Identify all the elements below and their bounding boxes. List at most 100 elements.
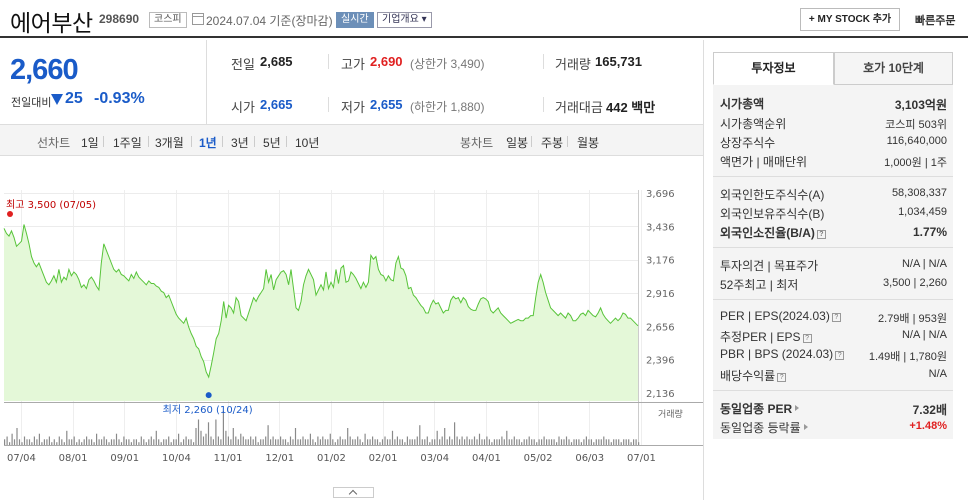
volume-label: 거래량 bbox=[555, 57, 591, 72]
add-mystock-button[interactable]: + MY STOCK 추가 bbox=[800, 8, 900, 31]
volume-bar bbox=[153, 439, 155, 445]
volume-bar bbox=[88, 439, 90, 445]
tab-1y[interactable]: 1년 bbox=[199, 136, 217, 150]
volume-bar bbox=[352, 439, 354, 445]
volume-bar bbox=[120, 442, 123, 445]
volume-bar bbox=[404, 442, 406, 445]
change-value: 25 bbox=[65, 90, 83, 107]
price-chart[interactable]: 3,696 3,436 3,176 2,916 2,656 2,396 2,136 07/0… bbox=[0, 157, 703, 487]
help-icon[interactable]: ? bbox=[835, 351, 845, 360]
divider bbox=[103, 136, 104, 147]
invest-row-label[interactable]: PBR | BPS (2024.03)? bbox=[720, 347, 845, 361]
volume-bar bbox=[26, 439, 28, 445]
volume-bar bbox=[18, 439, 21, 445]
help-icon[interactable]: ? bbox=[816, 230, 826, 239]
volume-bar bbox=[280, 436, 282, 445]
invest-row-label[interactable]: 추정PER | EPS? bbox=[720, 328, 812, 345]
volume-bar bbox=[449, 436, 451, 445]
invest-row-value: +1.48% bbox=[909, 420, 947, 432]
volume-bar bbox=[294, 428, 297, 445]
volume-bar bbox=[242, 436, 244, 445]
volume-bar bbox=[638, 442, 640, 445]
volume-bar bbox=[105, 439, 108, 445]
volume-bar bbox=[195, 428, 197, 445]
volume-bar bbox=[101, 439, 103, 445]
tab-1w[interactable]: 1주일 bbox=[113, 136, 142, 150]
invest-row-label[interactable]: 배당수익률? bbox=[720, 367, 787, 384]
volume-bar bbox=[275, 439, 277, 445]
help-icon[interactable]: ? bbox=[802, 334, 812, 343]
invest-row-value: N/A | N/A bbox=[901, 258, 947, 270]
invest-row-label[interactable]: 동일업종 등락률 bbox=[720, 419, 808, 436]
tab-1d[interactable]: 1일 bbox=[81, 136, 99, 150]
invest-row-label-text: 시가총액 bbox=[720, 97, 765, 111]
invest-row-value: 116,640,000 bbox=[886, 135, 947, 147]
invest-row-label[interactable]: 외국인소진율(B/A)? bbox=[720, 224, 826, 241]
volume-bar bbox=[424, 439, 426, 445]
tab-orderbook[interactable]: 호가 10단계 bbox=[834, 52, 953, 85]
volume-bar bbox=[48, 436, 50, 445]
volume-bar bbox=[446, 439, 448, 445]
amount-label: 거래대금 bbox=[555, 100, 603, 115]
invest-row-value: 3,103억원 bbox=[894, 98, 947, 112]
quick-order-link[interactable]: 빠른주문 bbox=[915, 15, 956, 27]
volume-bar bbox=[588, 439, 590, 445]
volume-bar bbox=[289, 436, 292, 445]
volume-bar bbox=[307, 439, 309, 445]
tab-daily[interactable]: 일봉 bbox=[506, 136, 529, 150]
tab-monthly[interactable]: 월봉 bbox=[577, 136, 600, 150]
volume-bar bbox=[68, 439, 70, 445]
amount-value: 442 백만 bbox=[606, 100, 656, 115]
volume-bar bbox=[202, 436, 205, 445]
volume-bar bbox=[83, 439, 85, 445]
volume-bar bbox=[344, 439, 346, 445]
tab-10y[interactable]: 10년 bbox=[295, 136, 320, 150]
row-divider bbox=[713, 247, 953, 248]
volume-bar bbox=[590, 439, 592, 445]
volume-bar bbox=[374, 439, 376, 445]
realtime-badge[interactable]: 실시간 bbox=[336, 12, 374, 28]
tab-invest-info[interactable]: 투자정보 bbox=[713, 52, 834, 85]
volume-bar bbox=[168, 436, 170, 445]
volume-bar bbox=[496, 439, 498, 445]
volume-bar bbox=[608, 439, 610, 445]
tab-3y[interactable]: 3년 bbox=[231, 136, 249, 150]
volume-bar bbox=[528, 436, 530, 445]
volume-bar bbox=[158, 439, 160, 445]
volume-bar bbox=[282, 439, 284, 445]
volume-bar bbox=[86, 436, 88, 445]
divider bbox=[254, 136, 255, 147]
tab-weekly[interactable]: 주봉 bbox=[541, 136, 564, 150]
invest-row-label[interactable]: 동일업종 PER bbox=[720, 400, 800, 417]
volume-bar bbox=[98, 439, 100, 445]
stock-name: 에어부산 bbox=[10, 10, 93, 36]
invest-row-label-text: 동일업종 PER bbox=[720, 402, 793, 416]
volume-bar bbox=[628, 439, 630, 445]
help-icon[interactable]: ? bbox=[831, 313, 841, 322]
volume-bar bbox=[468, 439, 471, 445]
chevron-right-icon[interactable] bbox=[795, 405, 800, 411]
volume-bar bbox=[262, 439, 264, 445]
volume-bar bbox=[551, 439, 553, 445]
collapse-button[interactable] bbox=[333, 487, 374, 498]
x-tick-label: 05/02 bbox=[524, 453, 553, 464]
volume-bar bbox=[471, 439, 473, 445]
company-info-dropdown[interactable]: 기업개요 ▾ bbox=[377, 12, 432, 28]
volume-bar bbox=[481, 439, 483, 445]
volume-bar bbox=[188, 439, 190, 445]
volume-bar bbox=[322, 436, 324, 445]
help-icon[interactable]: ? bbox=[777, 373, 787, 382]
volume-bar bbox=[130, 442, 132, 445]
prev-close-value: 2,685 bbox=[260, 54, 293, 69]
volume-bar bbox=[498, 439, 500, 445]
volume-bar bbox=[178, 433, 180, 445]
volume-bar bbox=[493, 439, 495, 445]
tab-5y[interactable]: 5년 bbox=[263, 136, 281, 150]
divider bbox=[531, 136, 532, 147]
invest-row-label[interactable]: PER | EPS(2024.03)? bbox=[720, 309, 841, 323]
tab-3m[interactable]: 3개월 bbox=[155, 136, 184, 150]
volume-bar bbox=[277, 439, 279, 445]
volume-bar bbox=[563, 439, 565, 445]
volume-bar bbox=[513, 436, 515, 445]
chevron-right-icon[interactable] bbox=[803, 424, 808, 430]
